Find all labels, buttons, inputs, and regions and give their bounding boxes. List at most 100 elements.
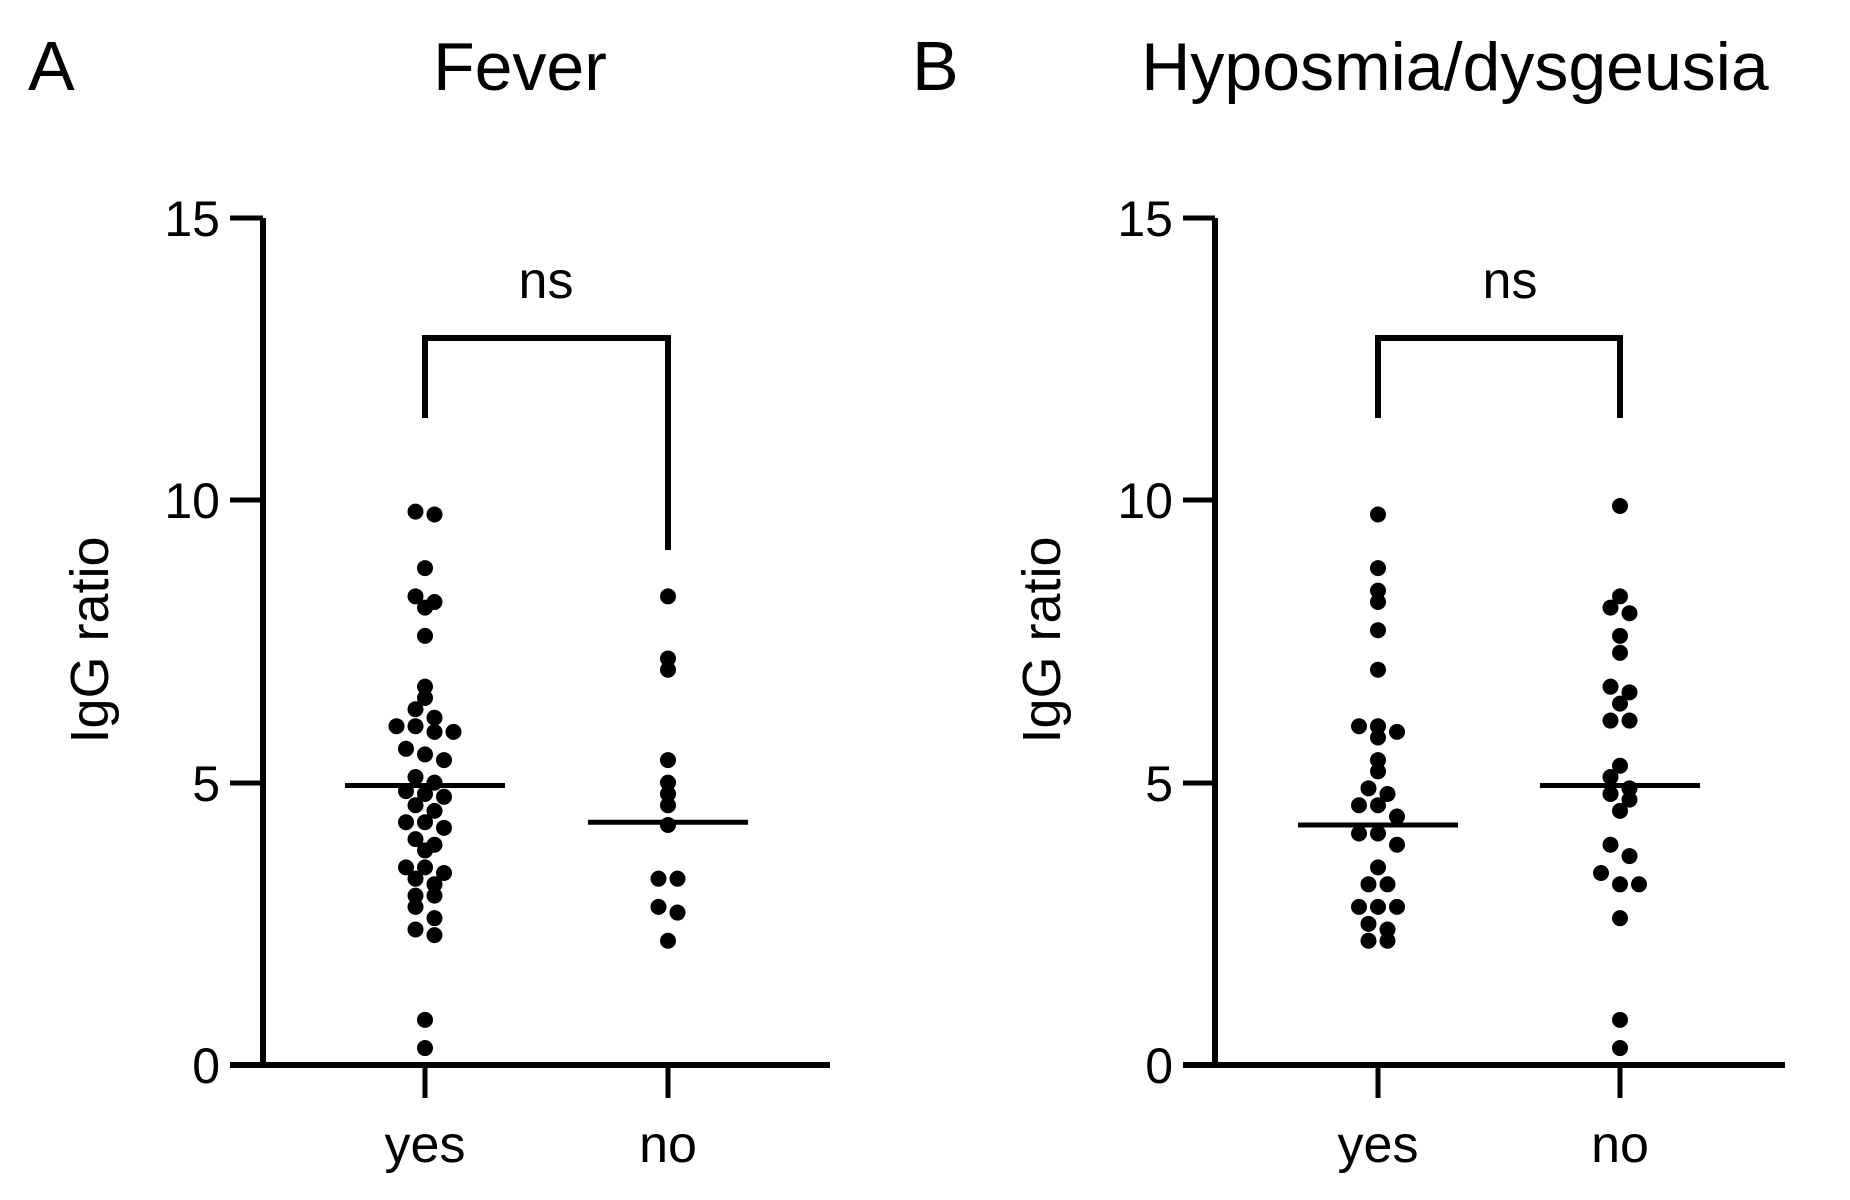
panel-a-title: Fever bbox=[433, 29, 607, 105]
panel-a-y-tick-label-0: 0 bbox=[192, 1038, 220, 1094]
data-point-yes bbox=[407, 769, 424, 786]
data-point-yes bbox=[417, 1011, 433, 1028]
data-point-yes bbox=[398, 859, 414, 876]
panel-a-category-yes: yes bbox=[385, 1116, 466, 1174]
data-point-yes bbox=[1370, 729, 1386, 746]
panel-b-category-yes: yes bbox=[1338, 1116, 1419, 1174]
data-point-yes bbox=[407, 797, 424, 814]
data-point-yes bbox=[407, 701, 424, 718]
data-point-yes bbox=[1370, 506, 1386, 523]
panel-letter-a: A bbox=[28, 27, 75, 105]
data-point-yes bbox=[1370, 898, 1386, 915]
data-point-no bbox=[1621, 684, 1638, 701]
data-point-yes bbox=[1389, 836, 1405, 853]
data-point-no bbox=[1602, 599, 1619, 616]
panel-a-y-tick-label-5: 5 bbox=[192, 756, 220, 812]
panel-a-fever: A Fever IgG ratio 15 10 5 0 yes no ns bbox=[28, 27, 830, 1174]
data-point-yes bbox=[426, 910, 443, 927]
data-point-yes bbox=[426, 927, 443, 944]
data-point-yes bbox=[407, 588, 424, 605]
data-point-no bbox=[1612, 910, 1628, 927]
panel-a-points bbox=[388, 503, 686, 1057]
panel-a-medians bbox=[345, 782, 748, 825]
data-point-yes bbox=[426, 709, 443, 726]
data-point-no bbox=[1602, 836, 1619, 853]
panel-b-medians bbox=[1298, 782, 1700, 828]
data-point-yes bbox=[417, 842, 433, 859]
panel-b-category-no: no bbox=[1591, 1116, 1649, 1174]
data-point-yes bbox=[436, 752, 452, 769]
data-point-yes bbox=[407, 718, 424, 735]
data-point-yes bbox=[1360, 915, 1377, 932]
data-point-yes bbox=[1379, 921, 1396, 938]
panel-a-y-axis-title: IgG ratio bbox=[60, 536, 120, 743]
data-point-yes bbox=[1351, 825, 1367, 842]
data-point-yes bbox=[445, 723, 462, 740]
data-point-no bbox=[1602, 678, 1619, 695]
data-point-yes bbox=[1370, 560, 1386, 577]
data-point-yes bbox=[1389, 808, 1405, 825]
data-point-yes bbox=[407, 503, 424, 520]
data-point-yes bbox=[417, 859, 433, 876]
data-point-yes bbox=[417, 689, 433, 706]
data-point-yes bbox=[417, 678, 433, 695]
data-point-no bbox=[660, 588, 676, 605]
data-point-no bbox=[650, 898, 667, 915]
data-point-yes bbox=[417, 785, 433, 802]
data-point-yes bbox=[1351, 898, 1367, 915]
data-point-yes bbox=[1360, 876, 1377, 893]
data-point-yes bbox=[1370, 763, 1386, 780]
data-point-no bbox=[660, 817, 676, 834]
data-point-no bbox=[669, 904, 686, 921]
panel-letter-b: B bbox=[912, 27, 959, 105]
data-point-no bbox=[660, 932, 676, 949]
data-point-no bbox=[1602, 712, 1619, 729]
data-point-yes bbox=[1370, 593, 1386, 610]
data-point-no bbox=[1612, 695, 1628, 712]
panel-b-significance-bracket bbox=[1375, 335, 1623, 418]
panel-a-y-tick-label-10: 10 bbox=[164, 473, 220, 529]
data-point-yes bbox=[1389, 898, 1405, 915]
panel-b-y-axis-title: IgG ratio bbox=[1012, 536, 1072, 743]
data-point-yes bbox=[398, 740, 414, 757]
data-point-no bbox=[1593, 865, 1609, 882]
data-point-yes bbox=[1370, 825, 1386, 842]
data-point-yes bbox=[1351, 718, 1367, 735]
data-point-no bbox=[669, 870, 686, 887]
data-point-no bbox=[660, 797, 676, 814]
data-point-yes bbox=[1351, 797, 1367, 814]
data-point-no bbox=[660, 752, 676, 769]
data-point-no bbox=[1612, 876, 1628, 893]
data-point-no bbox=[1621, 791, 1638, 808]
panel-b-y-tick-label-15: 15 bbox=[1117, 191, 1173, 247]
data-point-no bbox=[1602, 769, 1619, 786]
data-point-yes bbox=[1370, 859, 1386, 876]
data-point-no bbox=[1612, 1011, 1628, 1028]
data-point-yes bbox=[436, 865, 452, 882]
data-point-no bbox=[660, 650, 676, 667]
data-point-yes bbox=[417, 746, 433, 763]
data-point-yes bbox=[417, 1040, 433, 1057]
data-point-yes bbox=[398, 814, 414, 831]
data-point-yes bbox=[1379, 932, 1396, 949]
data-point-yes bbox=[426, 802, 443, 819]
data-point-no bbox=[1621, 605, 1638, 622]
panel-b-hyposmia: B Hyposmia/dysgeusia IgG ratio 15 10 5 0… bbox=[912, 27, 1785, 1174]
data-point-yes bbox=[426, 876, 443, 893]
data-point-no bbox=[1612, 757, 1628, 774]
data-point-no bbox=[660, 661, 676, 678]
panel-b-title: Hyposmia/dysgeusia bbox=[1141, 29, 1769, 105]
data-point-yes bbox=[407, 898, 424, 915]
data-point-yes bbox=[426, 506, 443, 523]
panel-a-significance-label: ns bbox=[519, 252, 574, 310]
data-point-yes bbox=[417, 627, 433, 644]
data-point-yes bbox=[1360, 780, 1377, 797]
data-point-no bbox=[1631, 876, 1647, 893]
data-point-yes bbox=[417, 560, 433, 577]
panel-a-significance-bracket bbox=[422, 335, 671, 550]
panel-b-points bbox=[1351, 497, 1647, 1057]
data-point-no bbox=[660, 774, 676, 791]
data-point-yes bbox=[407, 921, 424, 938]
data-point-yes bbox=[436, 788, 452, 805]
